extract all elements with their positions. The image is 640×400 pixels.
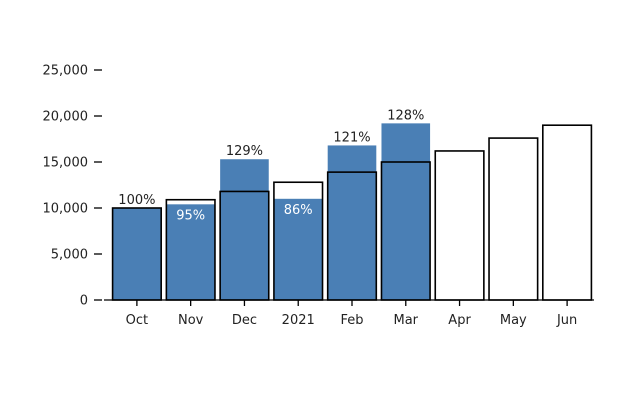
y-tick-label: 20,000 [43,110,89,125]
data-label-oct: 100% [118,193,155,208]
data-label-2021: 86% [284,203,313,218]
x-tick-label-dec: Dec [232,313,257,328]
x-tick-label-mar: Mar [394,313,419,328]
x-tick-label-jun: Jun [556,313,577,328]
target-bar-jun [542,124,593,301]
target-bar-may [488,137,539,301]
labels-layer: 100% 95% 129% 86% 121% 128% [118,108,424,223]
target-bar-apr [434,150,485,301]
y-tick-label: 5,000 [51,248,88,263]
y-tick-label: 10,000 [43,202,89,217]
actual-bar-mar [381,123,431,300]
actual-bar-feb [327,145,377,300]
actual-bar-nov [166,204,215,300]
x-tick-label-oct: Oct [126,313,148,328]
data-label-feb: 121% [333,130,370,145]
x-tick-label-apr: Apr [448,313,471,328]
data-label-dec: 129% [226,144,263,159]
y-tick-label: 25,000 [43,64,89,79]
actual-bar-dec [220,159,269,300]
x-tick-label-2021: 2021 [282,313,315,328]
data-label-mar: 128% [387,108,424,123]
data-label-nov: 95% [176,208,205,223]
actual-bar-2021 [273,198,323,300]
y-tick-label: 0 [80,294,88,309]
x-tick-label-nov: Nov [178,313,204,328]
axes-layer: Oct Nov Dec 2021 Feb Mar Apr May Jun 0 5,000 10,000… [43,64,594,328]
y-tick-label: 15,000 [43,156,89,171]
bars-layer [111,123,593,301]
x-tick-label-feb: Feb [340,313,363,328]
actual-bar-oct [112,208,162,300]
x-tick-label-may: May [500,313,527,328]
